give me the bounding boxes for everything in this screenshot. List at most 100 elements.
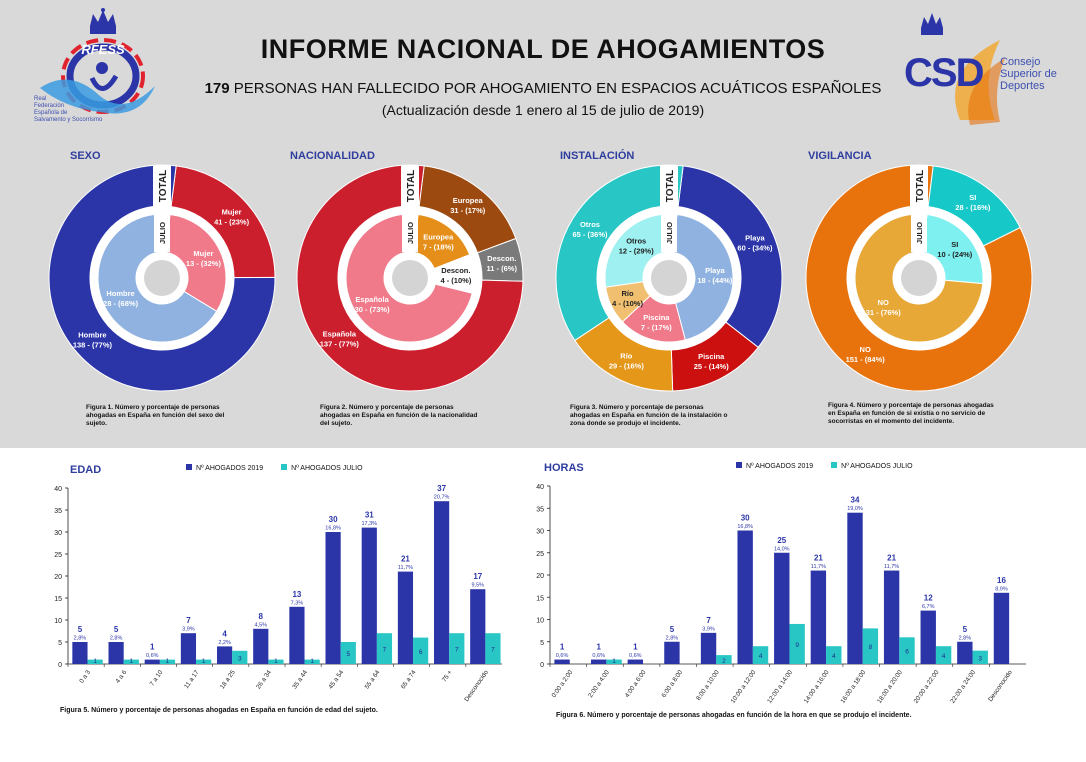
julio-tag: JULIO: [915, 222, 924, 244]
bar-2019-value: 16: [997, 576, 1006, 585]
inner-value-europea: 7 - (18%): [423, 243, 454, 252]
bar-2019-pct: 8,9%: [995, 586, 1008, 592]
total-tag-bg: [401, 165, 419, 206]
total-tag: TOTAL: [665, 170, 676, 202]
bar-julio-16-00-a-18-00: [862, 628, 879, 664]
y-tick-label: 5: [540, 640, 544, 647]
bar-2019-value: 34: [851, 496, 860, 505]
outer-value-playa: 60 - (34%): [737, 243, 773, 252]
bar-2019-desconocido: [470, 589, 486, 664]
bar-2019-22-00-a-24-00: [957, 641, 973, 664]
outer-label-piscina: Piscina: [698, 352, 725, 361]
bar-2019-value: 30: [329, 515, 338, 524]
csd-name: Consejo Superior de Deportes: [1000, 56, 1057, 92]
bar-julio-desconocido: [485, 633, 501, 664]
outer-value-europea: 31 - (17%): [450, 206, 486, 215]
bar-2019-6-00-a-8-00: [664, 641, 680, 664]
bar-2019-value: 31: [365, 511, 374, 520]
x-tick-label: 75 +: [441, 669, 454, 683]
bar-2019-16-00-a-18-00: [847, 512, 863, 664]
x-tick-label: 8:00 a 10:00: [695, 669, 721, 702]
legend-item-2019: Nº AHOGADOS 2019: [736, 462, 813, 470]
julio-tag-bg: [402, 214, 418, 252]
bar-2019-value: 8: [259, 612, 264, 621]
inner-value-playa: 18 - (44%): [697, 276, 733, 285]
subtitle-number: 179: [204, 80, 230, 97]
bar-julio-0-a-3: [87, 659, 103, 664]
bar-julio-value: 9: [795, 642, 799, 649]
bar-2019-value: 1: [560, 643, 565, 652]
total-tag: TOTAL: [915, 170, 926, 202]
outer-value-espanola: 137 - (77%): [320, 339, 360, 348]
bar-2019-pct: 11,7%: [811, 564, 826, 570]
inner-value-hombre: 28 - (68%): [103, 299, 139, 308]
legend-swatch-navy: [736, 462, 742, 468]
donut-core: [144, 260, 180, 296]
inner-label-piscina: Piscina: [643, 313, 670, 322]
bar-julio-26-a-34: [268, 659, 284, 664]
bar-julio-value: 6: [419, 649, 423, 656]
legend-item-julio: Nº AHOGADOS JULIO: [281, 464, 363, 472]
legend-swatch-navy: [186, 464, 192, 470]
bar-2019-26-a-34: [253, 628, 269, 664]
inner-value-piscina: 7 - (17%): [641, 323, 672, 332]
bar-2019-pct: 3,9%: [182, 627, 195, 633]
bar-2019-value: 21: [401, 555, 410, 564]
caption-figure-4: Figura 4. Número y porcentaje de persona…: [828, 402, 994, 425]
bar-2019-value: 4: [222, 629, 227, 638]
caption-figure-6: Figura 6. Número y porcentaje de persona…: [556, 712, 912, 719]
bar-julio-value: 1: [129, 658, 133, 665]
bar-julio-value: 1: [274, 658, 278, 665]
x-tick-label: 26 a 34: [255, 669, 273, 691]
bar-2019-pct: 20,7%: [434, 495, 450, 501]
bar-2019-18-00-a-20-00: [883, 570, 900, 664]
x-tick-label: 45 a 54: [327, 669, 345, 691]
inner-label-hombre: Hombre: [106, 289, 134, 298]
donut-title-nacionalidad: NACIONALIDAD: [290, 150, 375, 162]
x-tick-label: Desconocido: [463, 669, 490, 703]
bar-2019-pct: 2,2%: [218, 640, 231, 646]
legend-item-2019: Nº AHOGADOS 2019: [186, 464, 263, 472]
x-tick-label: 0:00 a 2:00: [551, 669, 575, 699]
bar-julio-20-00-a-22-00: [935, 646, 952, 664]
bar-2019-value: 1: [633, 643, 638, 652]
legend-edad: Nº AHOGADOS 2019 Nº AHOGADOS JULIO: [186, 464, 363, 472]
bar-2019-11-a-17: [180, 633, 197, 664]
donut-core: [651, 260, 687, 296]
inner-label-espanola: Española: [355, 295, 389, 304]
bar-2019-value: 5: [78, 625, 83, 634]
crown-icon: [921, 13, 943, 35]
inner-value-si: 10 - (24%): [937, 250, 973, 259]
bar-julio-12-00-a-14-00: [789, 623, 805, 664]
bar-julio-10-00-a-12-00: [752, 646, 769, 664]
y-tick-label: 0: [58, 662, 62, 669]
bar-julio-value: 7: [455, 647, 459, 654]
outer-value-piscina: 25 - (14%): [694, 362, 730, 371]
julio-tag-bg: [661, 214, 677, 252]
bar-2019-7-a-10: [144, 659, 160, 664]
julio-tag: JULIO: [665, 222, 674, 244]
donut-title-vigilancia: VIGILANCIA: [808, 150, 872, 162]
outer-label-espanola: Española: [323, 329, 357, 338]
bar-2019-value: 12: [924, 594, 933, 603]
bar-2019-value: 13: [292, 590, 301, 599]
x-tick-label: 35 a 44: [291, 669, 309, 691]
bar-2019-pct: 19,0%: [847, 506, 863, 512]
legend-horas: Nº AHOGADOS 2019 Nº AHOGADOS JULIO: [736, 462, 913, 470]
bar-2019-2-00-a-4-00: [591, 659, 607, 664]
x-tick-label: 6:00 a 8:00: [660, 669, 684, 699]
bar-2019-value: 17: [473, 572, 482, 581]
bar-title-edad: EDAD: [70, 464, 102, 476]
bar-2019-pct: 3,9%: [702, 626, 715, 632]
bar-julio-18-a-25: [232, 650, 248, 664]
bar-2019-value: 7: [706, 616, 711, 625]
page-subtitle: 179 PERSONAS HAN FALLECIDO POR AHOGAMIEN…: [0, 80, 1086, 97]
y-tick-label: 30: [54, 530, 62, 537]
bar-julio-2-00-a-4-00: [606, 659, 622, 664]
y-tick-label: 20: [536, 573, 544, 580]
donut-core: [392, 260, 428, 296]
bar-julio-11-a-17: [196, 659, 212, 664]
rfess-acronym: RFESS: [81, 42, 125, 57]
